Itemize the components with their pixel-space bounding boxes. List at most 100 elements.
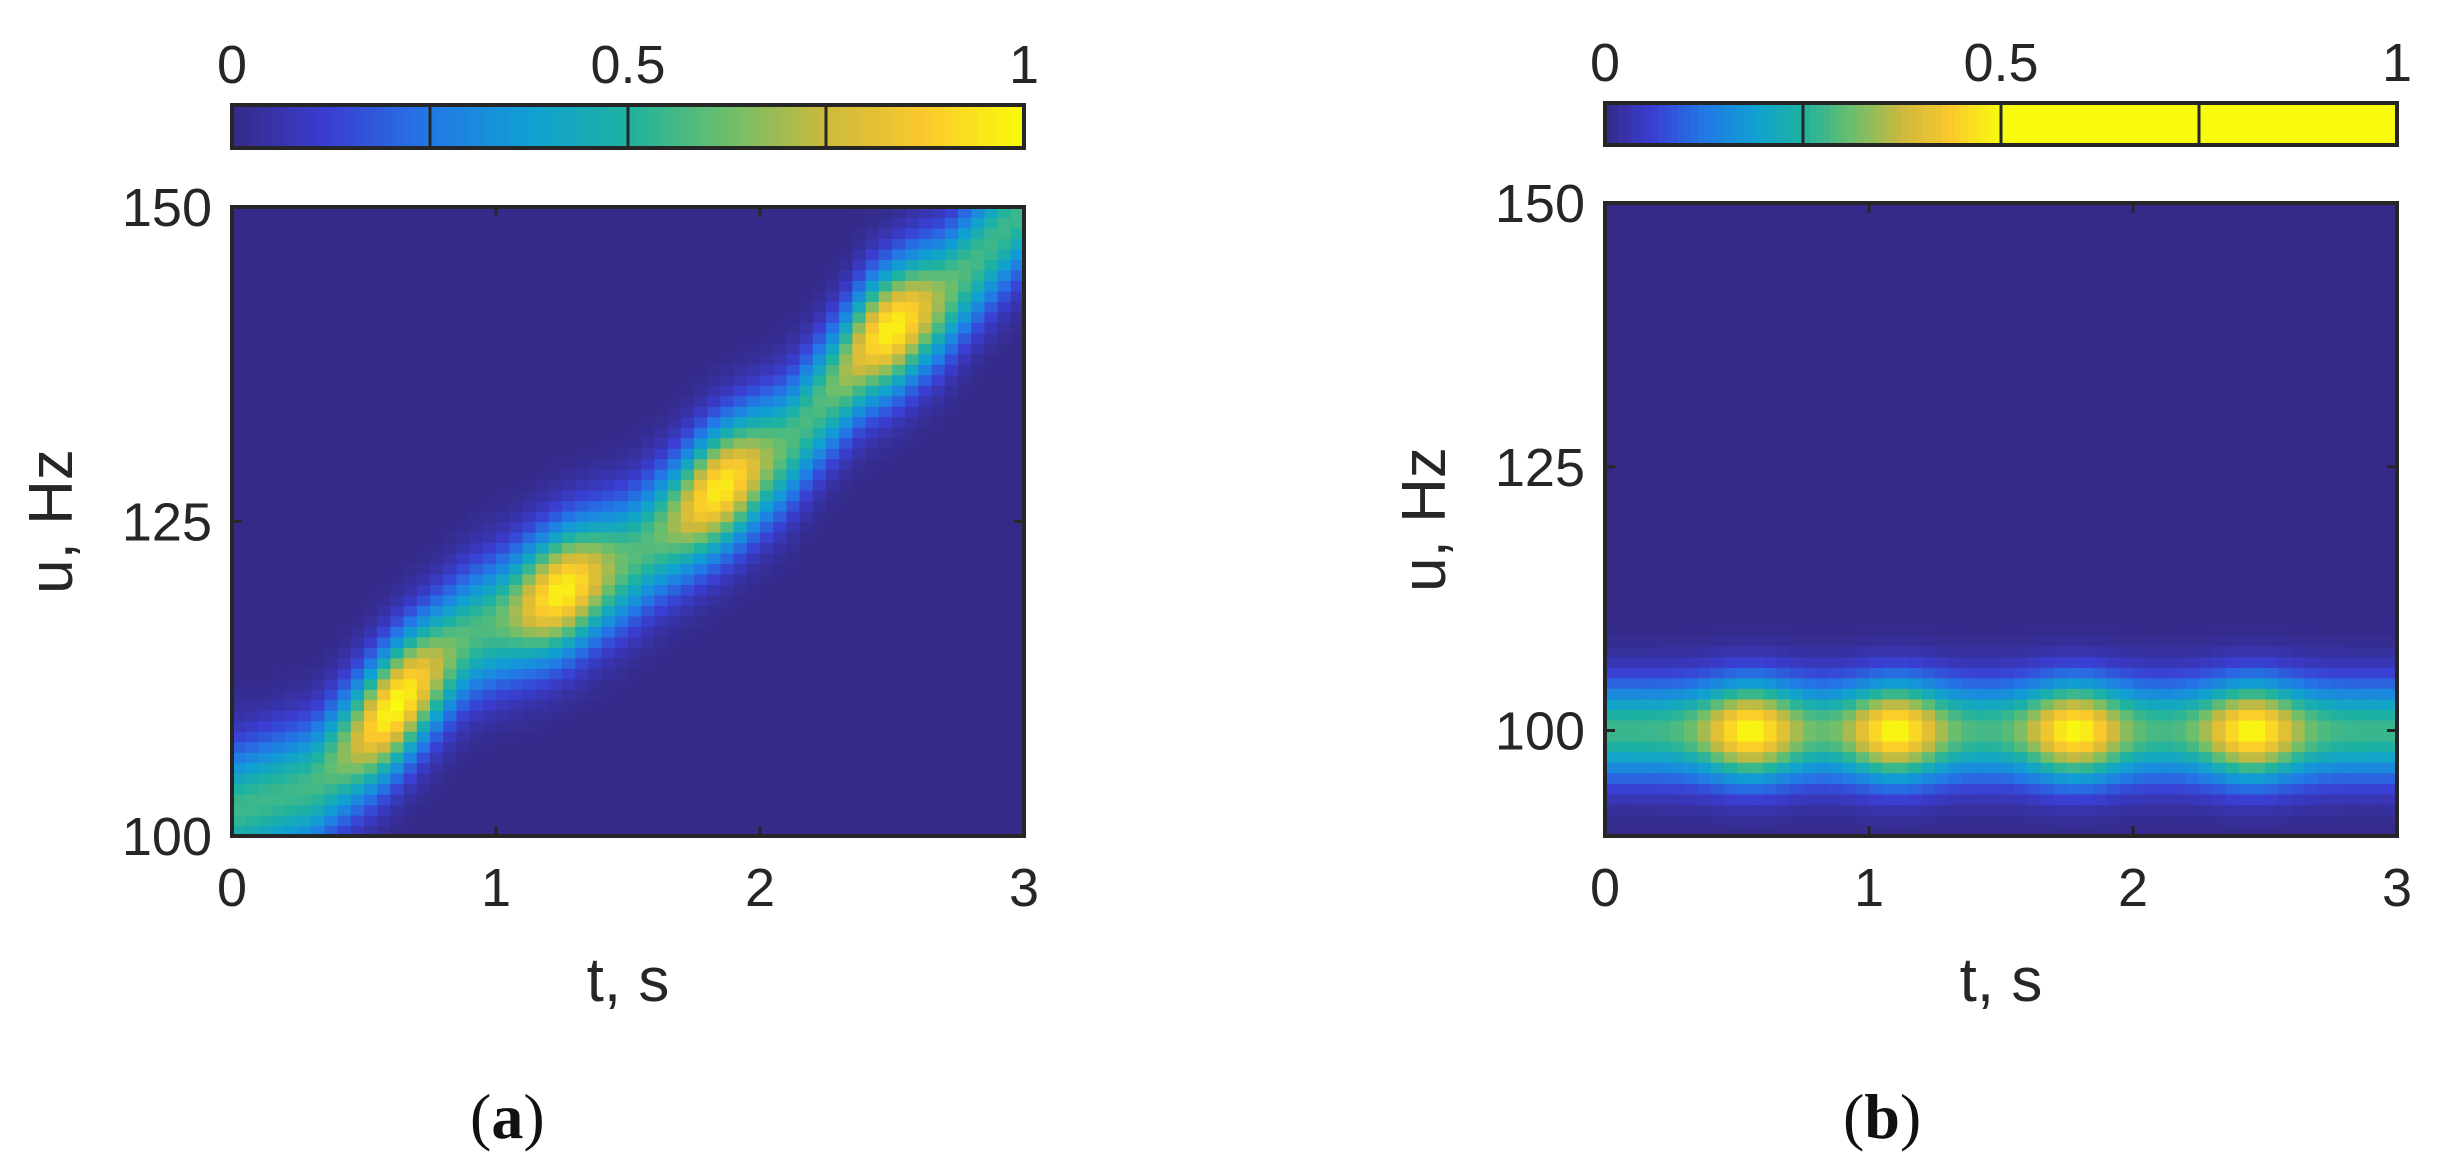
heatmap-cell — [258, 290, 273, 302]
heatmap-cell — [826, 804, 840, 816]
heatmap-cell — [799, 678, 814, 690]
heatmap-cell — [654, 615, 669, 627]
heatmap-cell — [575, 479, 589, 491]
heatmap-cell — [390, 406, 405, 418]
heatmap-cell — [694, 720, 708, 732]
heatmap-cell — [680, 427, 695, 439]
heatmap-cell — [1710, 530, 1725, 542]
heatmap-cell — [958, 238, 972, 250]
heatmap-cell — [773, 657, 787, 669]
heatmap-cell — [1631, 203, 1646, 215]
heatmap-cell — [245, 783, 259, 795]
heatmap-cell — [522, 699, 537, 711]
heatmap-cell — [1816, 403, 1830, 415]
heatmap-cell — [733, 636, 748, 648]
heatmap-cell — [1644, 224, 1659, 236]
heatmap-cell — [575, 678, 589, 690]
heatmap-cell — [1697, 804, 1712, 816]
heatmap-cell — [852, 469, 867, 481]
heatmap-cell — [535, 511, 550, 523]
heatmap-cell — [284, 825, 299, 837]
heatmap-cell — [1855, 371, 1870, 383]
heatmap-cell — [364, 259, 378, 271]
heatmap-cell — [971, 248, 985, 261]
heatmap-cell — [377, 783, 391, 795]
heatmap-cell — [786, 364, 801, 376]
heatmap-cell — [812, 773, 827, 785]
heatmap-cell — [364, 689, 378, 701]
heatmap-cell — [773, 227, 787, 240]
heatmap-cell — [878, 364, 893, 376]
heatmap-cell — [931, 374, 946, 386]
heatmap-cell — [694, 804, 708, 816]
heatmap-cell — [918, 783, 933, 795]
heatmap-cell — [944, 416, 959, 428]
heatmap-cell — [720, 469, 735, 481]
heatmap-cell — [548, 448, 563, 460]
heatmap-cell — [430, 605, 444, 617]
heatmap-cell — [839, 521, 853, 533]
heatmap-cell — [588, 573, 603, 585]
heatmap-cell — [245, 584, 259, 596]
heatmap-cell — [601, 269, 616, 281]
heatmap-cell — [430, 227, 444, 240]
heatmap-cell — [614, 521, 629, 533]
heatmap-cell — [773, 699, 787, 711]
heatmap-cell — [443, 552, 457, 565]
heatmap-cell — [918, 511, 933, 523]
heatmap-cell — [601, 542, 616, 554]
heatmap-cell — [364, 227, 378, 240]
heatmap-cell — [865, 752, 880, 764]
heatmap-cell — [707, 490, 721, 502]
heatmap-cell — [1803, 825, 1817, 837]
heatmap-cell — [707, 269, 721, 281]
heatmap-cell — [1605, 245, 1619, 257]
heatmap-cell — [1697, 466, 1712, 478]
colorbar-segment — [324, 105, 332, 148]
heatmap-cell — [1010, 699, 1025, 711]
heatmap-cell — [1631, 456, 1646, 468]
heatmap-cell — [1776, 540, 1791, 552]
heatmap-cell — [601, 636, 616, 648]
heatmap-cell — [892, 500, 906, 512]
heatmap-cell — [430, 636, 444, 648]
heatmap-cell — [628, 783, 642, 795]
heatmap-cell — [746, 626, 761, 638]
colorbar-segment — [1017, 105, 1025, 148]
heatmap-cell — [1750, 730, 1764, 742]
heatmap-cell — [1618, 635, 1632, 647]
heatmap-cell — [1631, 783, 1646, 795]
heatmap-cell — [298, 773, 312, 785]
heatmap-cell — [1710, 677, 1725, 689]
heatmap-cell — [839, 741, 853, 753]
heatmap-cell — [469, 626, 484, 638]
heatmap-cell — [852, 448, 867, 460]
heatmap-cell — [324, 217, 339, 229]
heatmap-cell — [364, 490, 378, 502]
heatmap-cell — [430, 794, 444, 806]
heatmap-cell — [271, 227, 286, 240]
heatmap-cell — [918, 699, 933, 711]
heatmap-cell — [694, 437, 708, 449]
heatmap-cell — [680, 406, 695, 418]
heatmap-cell — [1855, 424, 1870, 436]
heatmap-cell — [1618, 508, 1632, 521]
heatmap-cell — [958, 762, 972, 774]
heatmap-cell — [443, 783, 457, 795]
heatmap-cell — [1816, 656, 1830, 668]
heatmap-cell — [958, 594, 972, 606]
heatmap-cell — [324, 290, 339, 302]
heatmap-cell — [1657, 403, 1672, 415]
heatmap-cell — [601, 364, 616, 376]
heatmap-cell — [337, 385, 352, 397]
heatmap-cell — [799, 720, 814, 732]
heatmap-cell — [324, 332, 339, 344]
heatmap-cell — [667, 469, 682, 481]
heatmap-cell — [641, 301, 655, 313]
heatmap-cell — [482, 248, 497, 261]
heatmap-cell — [1631, 582, 1646, 594]
heatmap-cell — [509, 395, 523, 407]
heatmap-cell — [1737, 435, 1751, 447]
heatmap-cell — [865, 542, 880, 554]
heatmap-cell — [258, 825, 273, 837]
